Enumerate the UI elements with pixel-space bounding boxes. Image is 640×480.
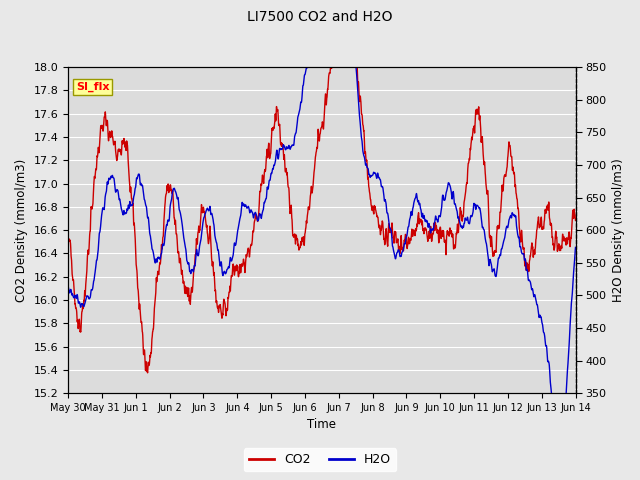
- CO2: [408, 234, 415, 240]
- CO2: [144, 370, 152, 376]
- Legend: CO2, H2O: CO2, H2O: [244, 448, 396, 471]
- X-axis label: Time: Time: [307, 419, 337, 432]
- H2O: [571, 251, 579, 256]
- Text: SI_flx: SI_flx: [76, 82, 109, 92]
- Line: H2O: H2O: [68, 0, 575, 452]
- H2O: [303, 64, 310, 70]
- H2O: [464, 217, 472, 223]
- H2O: [407, 209, 415, 215]
- H2O: [556, 449, 564, 455]
- H2O: [572, 245, 579, 251]
- CO2: [64, 234, 72, 240]
- CO2: [303, 220, 310, 226]
- H2O: [156, 256, 163, 262]
- CO2: [464, 161, 472, 167]
- CO2: [156, 263, 163, 268]
- Text: LI7500 CO2 and H2O: LI7500 CO2 and H2O: [247, 10, 393, 24]
- CO2: [435, 230, 443, 236]
- Y-axis label: CO2 Density (mmol/m3): CO2 Density (mmol/m3): [15, 158, 28, 302]
- Y-axis label: H2O Density (mmol/m3): H2O Density (mmol/m3): [612, 158, 625, 302]
- H2O: [435, 213, 443, 219]
- Line: CO2: CO2: [68, 0, 575, 373]
- CO2: [572, 217, 579, 223]
- CO2: [571, 212, 579, 218]
- H2O: [64, 284, 72, 289]
